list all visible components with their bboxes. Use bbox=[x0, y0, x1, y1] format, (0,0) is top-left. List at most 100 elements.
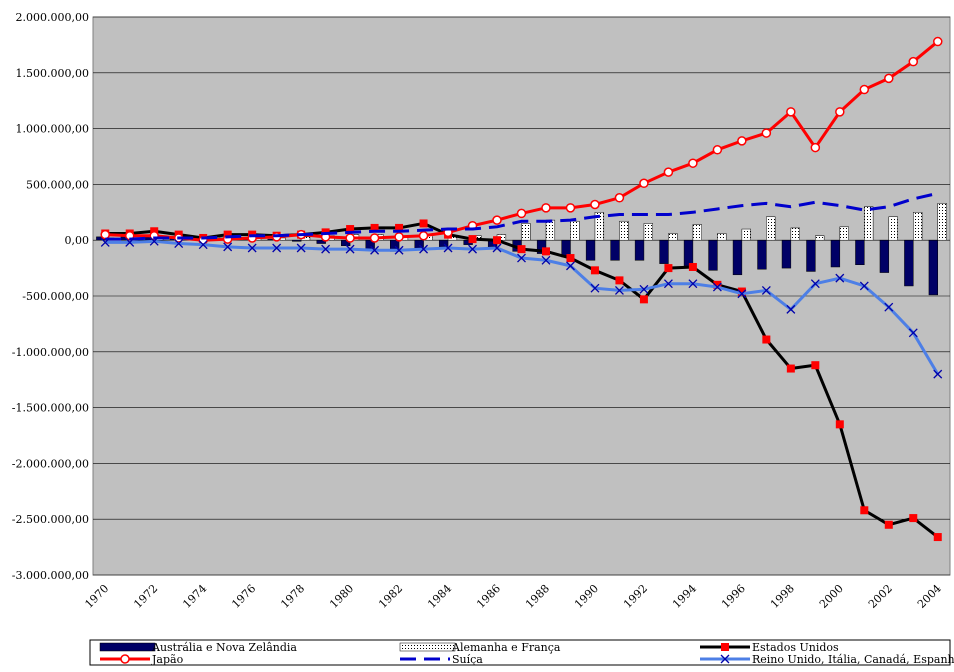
x-tick-label: 1972 bbox=[131, 582, 160, 611]
marker bbox=[321, 244, 331, 254]
marker bbox=[566, 254, 575, 263]
marker bbox=[688, 158, 698, 168]
bar bbox=[692, 224, 702, 241]
bar bbox=[839, 226, 849, 241]
bar bbox=[888, 216, 898, 241]
bar bbox=[830, 239, 841, 268]
marker bbox=[688, 279, 698, 289]
marker bbox=[468, 235, 477, 244]
marker bbox=[370, 223, 379, 232]
marker bbox=[810, 279, 820, 289]
marker bbox=[541, 247, 550, 256]
marker bbox=[100, 237, 110, 247]
legend-swatch bbox=[399, 642, 456, 652]
marker bbox=[272, 243, 282, 253]
marker bbox=[468, 244, 477, 254]
bar bbox=[864, 206, 874, 241]
y-tick-label: -500.000,00 bbox=[22, 290, 89, 303]
legend-marker bbox=[720, 654, 730, 664]
marker bbox=[909, 514, 918, 523]
marker bbox=[590, 266, 599, 275]
bar bbox=[879, 239, 890, 273]
marker bbox=[419, 244, 429, 254]
marker bbox=[541, 255, 551, 265]
marker bbox=[198, 240, 208, 250]
marker bbox=[737, 136, 747, 146]
marker bbox=[492, 243, 502, 253]
legend-label: Japão bbox=[151, 653, 184, 666]
marker bbox=[761, 285, 771, 295]
line bbox=[105, 191, 939, 241]
marker bbox=[859, 84, 870, 95]
bar bbox=[292, 239, 302, 242]
bar bbox=[790, 227, 800, 241]
bar bbox=[683, 239, 694, 267]
marker bbox=[761, 128, 772, 138]
marker bbox=[663, 167, 674, 177]
marker bbox=[590, 283, 600, 293]
bar bbox=[610, 239, 620, 261]
marker bbox=[639, 295, 648, 304]
bar bbox=[659, 239, 669, 264]
bar bbox=[781, 239, 792, 269]
marker bbox=[860, 506, 869, 515]
marker bbox=[590, 199, 600, 210]
marker bbox=[517, 253, 526, 263]
x-tick-label: 1988 bbox=[523, 582, 552, 611]
marker bbox=[737, 289, 747, 299]
x-tick-label: 1990 bbox=[572, 582, 601, 611]
marker bbox=[663, 279, 673, 289]
marker bbox=[516, 208, 527, 219]
marker bbox=[345, 233, 355, 243]
y-tick-label: 500.000,00 bbox=[26, 178, 89, 191]
x-tick-label: 1976 bbox=[229, 582, 258, 611]
legend-label: Austrália e Nova Zelândia bbox=[151, 641, 297, 654]
marker bbox=[296, 243, 306, 253]
bar bbox=[668, 233, 678, 241]
y-tick-label: -2.000.000,00 bbox=[12, 457, 89, 470]
marker bbox=[933, 36, 943, 47]
marker bbox=[786, 107, 796, 117]
marker bbox=[369, 233, 380, 243]
legend-label: Alemanha e França bbox=[451, 641, 561, 654]
bar bbox=[806, 239, 816, 272]
y-tick-label: -2.500.000,00 bbox=[12, 513, 89, 526]
marker bbox=[835, 107, 845, 117]
bar bbox=[545, 219, 556, 241]
marker bbox=[835, 273, 845, 283]
bar bbox=[643, 223, 653, 241]
legend-marker bbox=[721, 643, 729, 651]
marker bbox=[615, 276, 624, 285]
bar bbox=[536, 239, 547, 254]
marker bbox=[884, 520, 893, 529]
bar bbox=[855, 239, 865, 266]
bar bbox=[708, 239, 718, 271]
y-tick-label: 0,00 bbox=[65, 234, 90, 247]
x-tick-label: 1970 bbox=[82, 582, 111, 611]
marker bbox=[493, 236, 502, 245]
marker bbox=[639, 178, 649, 189]
marker bbox=[149, 236, 159, 246]
bar bbox=[594, 212, 605, 241]
marker bbox=[859, 281, 869, 291]
bar bbox=[585, 239, 596, 261]
marker bbox=[811, 361, 820, 370]
x-tick-label: 1996 bbox=[719, 582, 748, 611]
legend-marker bbox=[120, 654, 130, 664]
marker bbox=[247, 243, 257, 253]
legend-label: Estados Unidos bbox=[752, 641, 839, 654]
marker bbox=[394, 232, 404, 242]
x-tick-label: 1992 bbox=[621, 582, 650, 611]
marker bbox=[492, 215, 502, 225]
y-tick-label: -3.000.000,00 bbox=[12, 569, 89, 582]
marker bbox=[762, 335, 771, 344]
marker bbox=[370, 245, 380, 255]
x-tick-label: 2000 bbox=[817, 582, 846, 611]
marker bbox=[884, 302, 894, 312]
y-tick-label: 2.000.000,00 bbox=[16, 11, 89, 24]
x-tick-label: 1982 bbox=[376, 582, 405, 611]
marker bbox=[835, 420, 844, 429]
bar bbox=[619, 220, 629, 241]
marker bbox=[565, 203, 576, 213]
